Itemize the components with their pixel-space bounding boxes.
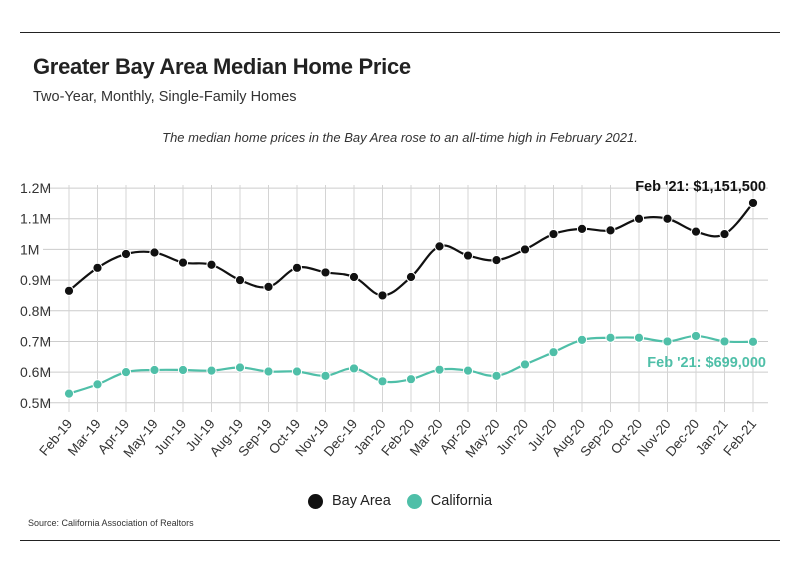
data-point-california bbox=[719, 336, 730, 347]
data-point-bay-area bbox=[605, 225, 616, 236]
data-point-bay-area bbox=[719, 228, 730, 240]
data-point-bay-area bbox=[177, 257, 189, 268]
chart-subtitle: Two-Year, Monthly, Single-Family Homes bbox=[33, 89, 297, 105]
y-tick-label: 0.8M bbox=[20, 303, 51, 319]
legend-marker-bay-area bbox=[307, 493, 323, 509]
data-point-california bbox=[576, 334, 588, 346]
data-point-california bbox=[320, 370, 331, 381]
y-tick-label: 1.1M bbox=[20, 211, 51, 227]
bottom-rule bbox=[20, 540, 780, 541]
data-point-bay-area bbox=[120, 248, 132, 260]
data-point-bay-area bbox=[377, 290, 388, 301]
data-point-bay-area bbox=[405, 271, 417, 283]
top-rule bbox=[20, 32, 780, 33]
data-point-bay-area bbox=[633, 213, 645, 224]
data-point-california bbox=[348, 363, 360, 374]
data-point-california bbox=[662, 336, 673, 347]
x-tick-label: Jun-19 bbox=[151, 416, 189, 457]
data-point-bay-area bbox=[462, 250, 474, 261]
data-point-california bbox=[63, 388, 75, 399]
data-point-california bbox=[690, 330, 702, 342]
data-point-bay-area bbox=[348, 271, 360, 283]
data-point-bay-area bbox=[63, 285, 75, 296]
data-point-bay-area bbox=[576, 223, 588, 234]
y-tick-label: 0.6M bbox=[20, 364, 51, 380]
data-point-california bbox=[519, 359, 531, 370]
data-point-california bbox=[149, 364, 160, 376]
data-point-bay-area bbox=[206, 259, 217, 270]
chart-title: Greater Bay Area Median Home Price bbox=[33, 54, 411, 79]
data-point-california bbox=[491, 370, 502, 381]
data-point-california bbox=[206, 365, 217, 376]
y-tick-label: 1.2M bbox=[20, 180, 51, 196]
data-point-bay-area bbox=[491, 255, 502, 266]
legend-label-bay-area: Bay Area bbox=[331, 493, 391, 509]
data-point-california bbox=[291, 366, 303, 377]
legend-marker-california bbox=[406, 493, 422, 509]
data-point-bay-area bbox=[662, 213, 673, 224]
end-label-california: Feb '21: $699,000 bbox=[647, 355, 766, 371]
data-point-bay-area bbox=[92, 262, 103, 273]
data-point-california bbox=[92, 379, 103, 390]
y-tick-label: 0.9M bbox=[20, 272, 51, 288]
data-point-bay-area bbox=[291, 262, 303, 273]
data-point-bay-area bbox=[690, 226, 702, 237]
data-point-california bbox=[462, 365, 474, 376]
data-point-california bbox=[405, 374, 417, 385]
data-point-bay-area bbox=[434, 241, 445, 252]
chart-note: The median home prices in the Bay Area r… bbox=[162, 130, 638, 145]
data-point-california bbox=[548, 347, 559, 358]
data-point-bay-area bbox=[149, 247, 160, 258]
data-point-california bbox=[234, 362, 246, 373]
end-label-bay-area: Feb '21: $1,151,500 bbox=[635, 179, 766, 195]
data-point-california bbox=[747, 336, 759, 347]
data-point-bay-area bbox=[263, 281, 274, 292]
y-tick-label: 1M bbox=[20, 241, 39, 257]
data-point-bay-area bbox=[548, 228, 559, 240]
data-point-california bbox=[377, 376, 388, 387]
data-point-california bbox=[633, 332, 645, 343]
data-point-california bbox=[120, 367, 132, 378]
data-point-california bbox=[434, 364, 445, 375]
chart-legend: Bay Area California bbox=[0, 493, 800, 509]
x-tick-label: Jun-20 bbox=[493, 416, 531, 457]
source-note: Source: California Association of Realto… bbox=[28, 518, 194, 528]
legend-label-california: California bbox=[430, 493, 493, 509]
data-point-bay-area bbox=[234, 274, 246, 286]
y-tick-label: 0.5M bbox=[20, 395, 51, 411]
legend-item-bay-area: Bay Area bbox=[307, 493, 391, 509]
data-point-bay-area bbox=[519, 244, 531, 255]
y-tick-label: 0.7M bbox=[20, 333, 51, 349]
data-point-california bbox=[177, 364, 189, 376]
legend-item-california: California bbox=[406, 493, 493, 509]
data-point-california bbox=[605, 332, 616, 343]
data-point-bay-area bbox=[320, 267, 331, 278]
data-point-bay-area bbox=[747, 197, 759, 209]
data-point-california bbox=[263, 366, 274, 377]
